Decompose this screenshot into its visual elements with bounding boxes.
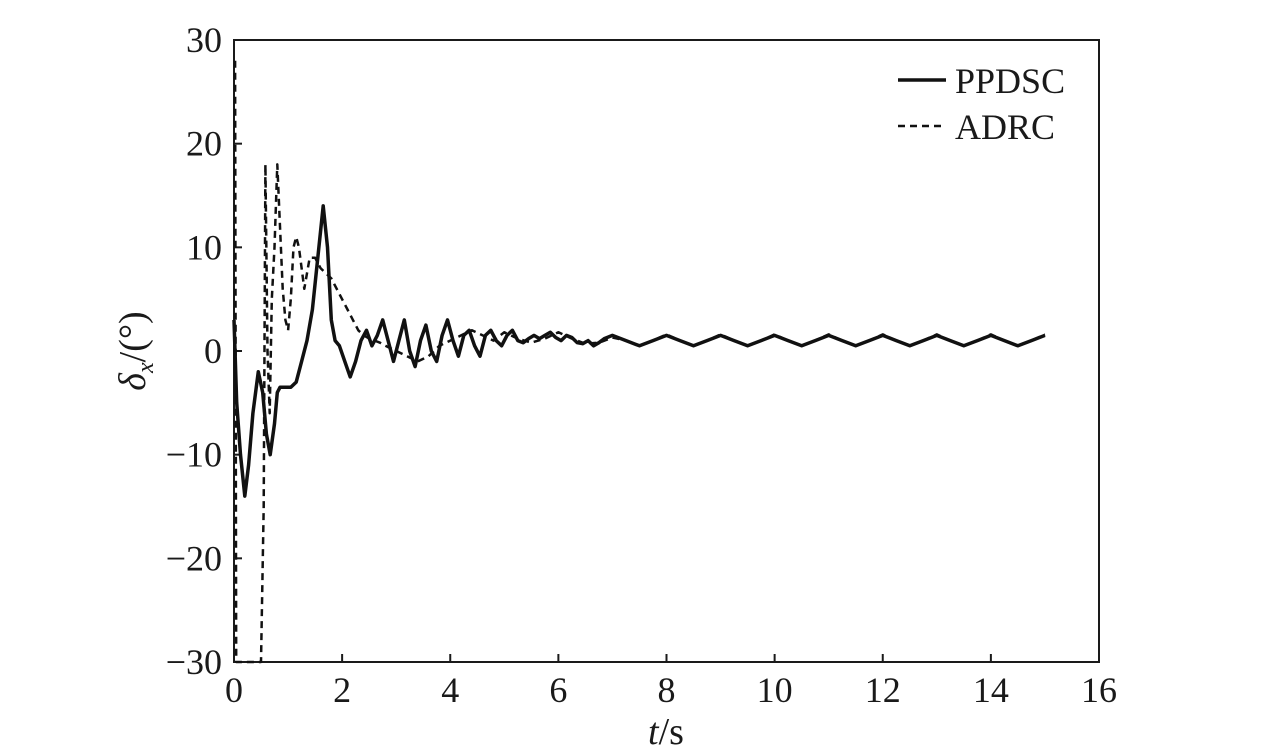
legend: PPDSC ADRC xyxy=(898,61,1065,147)
y-tick-label: −30 xyxy=(166,642,222,682)
x-axis-label: t/s xyxy=(648,711,684,748)
x-tick-label: 16 xyxy=(1081,670,1117,710)
y-tick-labels: −30 −20 −10 0 10 20 30 xyxy=(166,20,222,682)
x-tick-label: 0 xyxy=(225,670,243,710)
x-tick-label: 8 xyxy=(658,670,676,710)
y-tick-label: 10 xyxy=(186,227,222,267)
legend-label-ppdsc: PPDSC xyxy=(955,61,1065,101)
x-tick-label: 2 xyxy=(333,670,351,710)
y-axis-label: δx/(°) xyxy=(112,311,159,390)
legend-label-adrc: ADRC xyxy=(955,107,1055,147)
y-tick-label: −10 xyxy=(166,435,222,475)
series-line-adrc xyxy=(233,60,1046,664)
x-tick-label: 4 xyxy=(441,670,459,710)
y-tick-label: −20 xyxy=(166,538,222,578)
y-tick-label: 30 xyxy=(186,20,222,60)
y-tick-label: 20 xyxy=(186,124,222,164)
x-tick-label: 10 xyxy=(757,670,793,710)
x-tick-label: 14 xyxy=(973,670,1009,710)
series-line-ppdsc xyxy=(232,204,1046,498)
x-tick-label: 12 xyxy=(865,670,901,710)
x-tick-labels: 0 2 4 6 8 10 12 14 16 xyxy=(225,670,1117,710)
x-tick-label: 6 xyxy=(549,670,567,710)
y-tick-label: 0 xyxy=(204,331,222,371)
series-layer xyxy=(232,60,1046,664)
